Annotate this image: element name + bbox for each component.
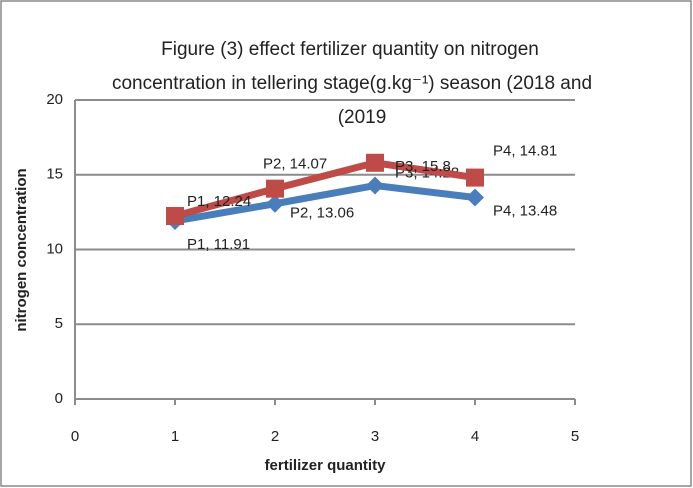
x-tick-label: 2 — [271, 428, 279, 445]
data-label: P1, 11.91 — [187, 236, 250, 253]
data-label: P3, 15.8 — [395, 158, 451, 175]
y-tick-label: 20 — [46, 91, 63, 108]
data-label: P2, 13.06 — [290, 205, 354, 222]
chart-title: (2019 — [338, 107, 387, 128]
point-marker — [266, 194, 284, 213]
y-tick-label: 5 — [55, 315, 63, 332]
x-tick-label: 0 — [71, 428, 79, 445]
y-axis-title: nitrogen concentration — [13, 168, 30, 331]
y-tick-label: 15 — [46, 166, 63, 183]
data-label: P2, 14.07 — [263, 156, 327, 173]
data-label: P4, 13.48 — [493, 202, 557, 219]
point-marker — [166, 207, 184, 226]
point-marker — [266, 179, 284, 198]
y-tick-label: 10 — [46, 240, 63, 257]
point-marker — [366, 153, 384, 172]
x-tick-label: 5 — [571, 428, 579, 445]
data-label: P4, 14.81 — [493, 143, 557, 160]
point-marker — [366, 176, 384, 195]
series-line — [174, 182, 476, 225]
x-tick-label: 4 — [471, 428, 479, 445]
point-marker — [466, 188, 484, 207]
x-tick-label: 1 — [171, 428, 179, 445]
point-marker — [466, 168, 484, 187]
chart-title: concentration in tellering stage(g.kg⁻¹)… — [112, 73, 592, 94]
series-line — [174, 159, 476, 220]
data-label: P1, 12.24 — [187, 193, 251, 210]
chart-title: Figure (3) effect fertilizer quantity on… — [161, 39, 539, 60]
x-tick-label: 3 — [371, 428, 379, 445]
y-tick-label: 0 — [55, 390, 63, 407]
x-axis-title: fertilizer quantity — [265, 457, 387, 474]
